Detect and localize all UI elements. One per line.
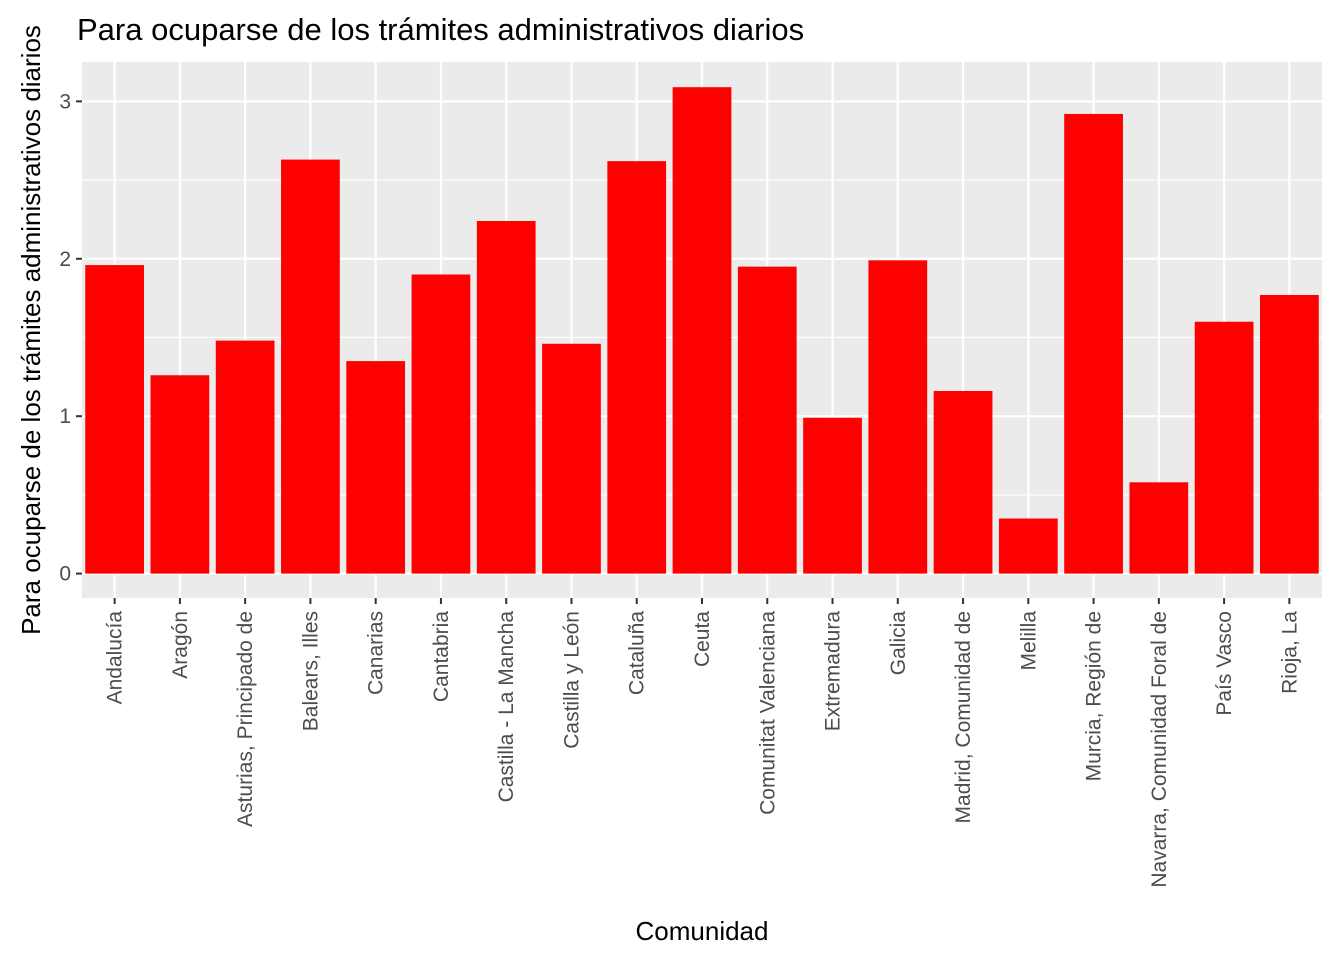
bar (803, 417, 862, 574)
bar (868, 260, 928, 574)
x-tick-label: Extremadura (822, 611, 845, 732)
bar (346, 361, 406, 574)
x-tick-label: Castilla - La Mancha (495, 611, 518, 803)
y-tick-label: 1 (59, 405, 71, 428)
x-tick-label: Aragón (169, 611, 192, 679)
bar (1129, 482, 1189, 574)
x-tick-label: Canarias (365, 611, 388, 695)
bar (1260, 294, 1319, 574)
x-tick-label: País Vasco (1213, 611, 1236, 716)
bar (281, 159, 340, 574)
x-tick-label: Cantabria (430, 611, 453, 702)
bar (150, 375, 210, 574)
bar (933, 390, 993, 574)
chart-title: Para ocuparse de los trámites administra… (77, 12, 804, 47)
x-tick-label: Comunitat Valenciana (756, 611, 779, 815)
x-tick-label: Melilla (1017, 611, 1040, 671)
x-tick-label: Asturias, Principado de (234, 611, 257, 827)
x-tick-label: Galicia (887, 611, 910, 676)
y-tick-label: 2 (59, 248, 71, 271)
bar (85, 265, 144, 574)
x-tick-label: Murcia, Región de (1083, 611, 1106, 781)
bar (476, 220, 536, 574)
x-tick-label: Castilla y León (560, 611, 583, 749)
x-tick-label: Cataluña (626, 611, 649, 695)
x-tick-label: Balears, Illes (299, 611, 322, 731)
x-tick-label: Madrid, Comunidad de (952, 611, 975, 823)
bar (215, 340, 275, 574)
y-tick-label: 3 (59, 90, 71, 113)
y-axis: 0 1 2 3 (59, 90, 82, 586)
x-tick-label: Navarra, Comunidad Foral de (1148, 611, 1171, 888)
x-axis-title: Comunidad (636, 916, 769, 946)
bar (607, 161, 667, 574)
bar (542, 343, 601, 574)
x-axis: Andalucía Aragón Asturias, Principado de Ba… (104, 598, 1301, 888)
bar (672, 87, 732, 574)
bar (411, 274, 471, 574)
y-axis-title: Para ocuparse de los trámites administra… (16, 25, 46, 635)
x-tick-label: Andalucía (104, 611, 127, 705)
bars (85, 87, 1319, 574)
bar (1194, 321, 1254, 574)
x-tick-label: Rioja, La (1278, 611, 1301, 694)
bar (998, 518, 1058, 574)
bar (1064, 113, 1123, 574)
y-tick-label: 0 (59, 563, 71, 586)
bar (737, 266, 797, 574)
x-tick-label: Ceuta (691, 611, 714, 667)
